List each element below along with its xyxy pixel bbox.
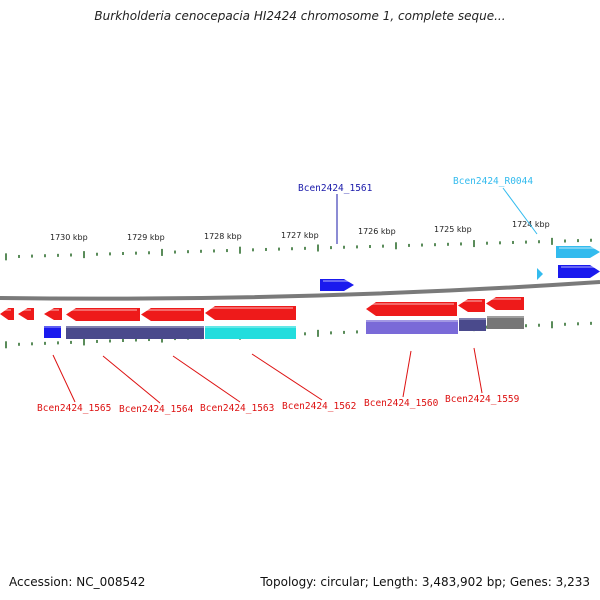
gene-arrow-small [18, 308, 34, 320]
cds-bar-edge [487, 316, 524, 329]
leader-line [502, 187, 538, 235]
gene-features [0, 246, 600, 339]
cds-bar-1559-highlight [459, 318, 486, 320]
cds-bar-1564-1563 [66, 326, 204, 339]
leader-line [402, 350, 412, 398]
scale-ticks-top [5, 237, 592, 261]
gene-label: Bcen2424_1561 [298, 183, 373, 194]
gene-arrow-small-highlight [21, 309, 31, 311]
leader-line [473, 347, 483, 394]
scale-label: 1727 kbp [281, 231, 319, 240]
cds-bar-1564-1563-highlight [66, 326, 204, 328]
gene-arrow-rna-edge-highlight [559, 247, 597, 249]
page-title: Burkholderia cenocepacia HI2424 chromoso… [94, 9, 506, 23]
gene-arrow-rna-edge [556, 246, 600, 258]
gene-label: Bcen2424_1565 [37, 403, 111, 414]
gene-labels: Bcen2424_1561 Bcen2424_R0044 Bcen2424_1565… [37, 176, 533, 415]
gene-arrow-1565 [44, 308, 62, 320]
gene-arrow-forward-edge [558, 265, 600, 278]
gene-arrow-1564 [66, 308, 140, 321]
leader-line [102, 355, 161, 404]
gene-arrow-1560 [366, 302, 457, 316]
gene-arrow-1564-highlight [69, 309, 137, 311]
gene-arrow-1563-highlight [144, 309, 201, 311]
cds-bar-1560-highlight [366, 320, 458, 322]
cds-bar-1565 [44, 326, 61, 338]
gene-arrow-left-edge [0, 308, 14, 320]
leader-line [52, 354, 76, 403]
cds-bar-1565-highlight [44, 326, 61, 328]
leader-line [172, 355, 241, 403]
gene-arrow-1562-highlight [208, 307, 293, 309]
cds-bar-edge-highlight [487, 316, 524, 318]
topology-stats-text: Topology: circular; Length: 3,483,902 bp… [260, 575, 590, 589]
leader-line [251, 353, 323, 401]
gene-arrow-1560-highlight [369, 303, 454, 305]
gene-arrow-edge [486, 297, 524, 310]
gene-arrow-1562 [205, 306, 296, 320]
gene-label: Bcen2424_1560 [364, 398, 439, 409]
gene-arrow-1561-highlight [323, 280, 351, 282]
cds-bar-1562-highlight [205, 326, 296, 328]
scale-label: 1730 kbp [50, 233, 88, 242]
gene-label: Bcen2424_1564 [119, 404, 194, 415]
cds-bar-1562 [205, 326, 296, 339]
scale-label: 1726 kbp [358, 227, 396, 236]
gene-arrow-1559-highlight [461, 300, 482, 302]
label-leaders [52, 187, 538, 404]
gene-label: Bcen2424_1563 [200, 403, 274, 414]
scale-label: 1728 kbp [204, 232, 242, 241]
scale-label: 1729 kbp [127, 233, 165, 242]
gene-arrow-1563 [141, 308, 204, 321]
rna-marker-R0044 [537, 268, 543, 280]
gene-arrow-1559 [458, 299, 485, 312]
gene-label: Bcen2424_R0044 [453, 176, 533, 187]
scale-label: 1724 kbp [512, 220, 550, 229]
chromosome-backbone [0, 280, 600, 301]
cds-bar-1560 [366, 320, 458, 334]
scale-label: 1725 kbp [434, 225, 472, 234]
gene-arrow-left-edge-highlight [3, 309, 11, 311]
gene-arrow-1565-highlight [47, 309, 59, 311]
gene-arrow-edge-highlight [489, 298, 521, 300]
gene-arrow-1561 [320, 279, 354, 291]
gene-label: Bcen2424_1559 [445, 394, 520, 405]
accession-text: Accession: NC_008542 [9, 575, 146, 589]
scale-labels: 1730 kbp 1729 kbp 1728 kbp 1727 kbp 1726 kbp… [50, 220, 550, 242]
gene-label: Bcen2424_1562 [282, 401, 356, 412]
gene-arrow-forward-edge-highlight [561, 266, 597, 268]
cds-bar-1559 [459, 318, 486, 331]
